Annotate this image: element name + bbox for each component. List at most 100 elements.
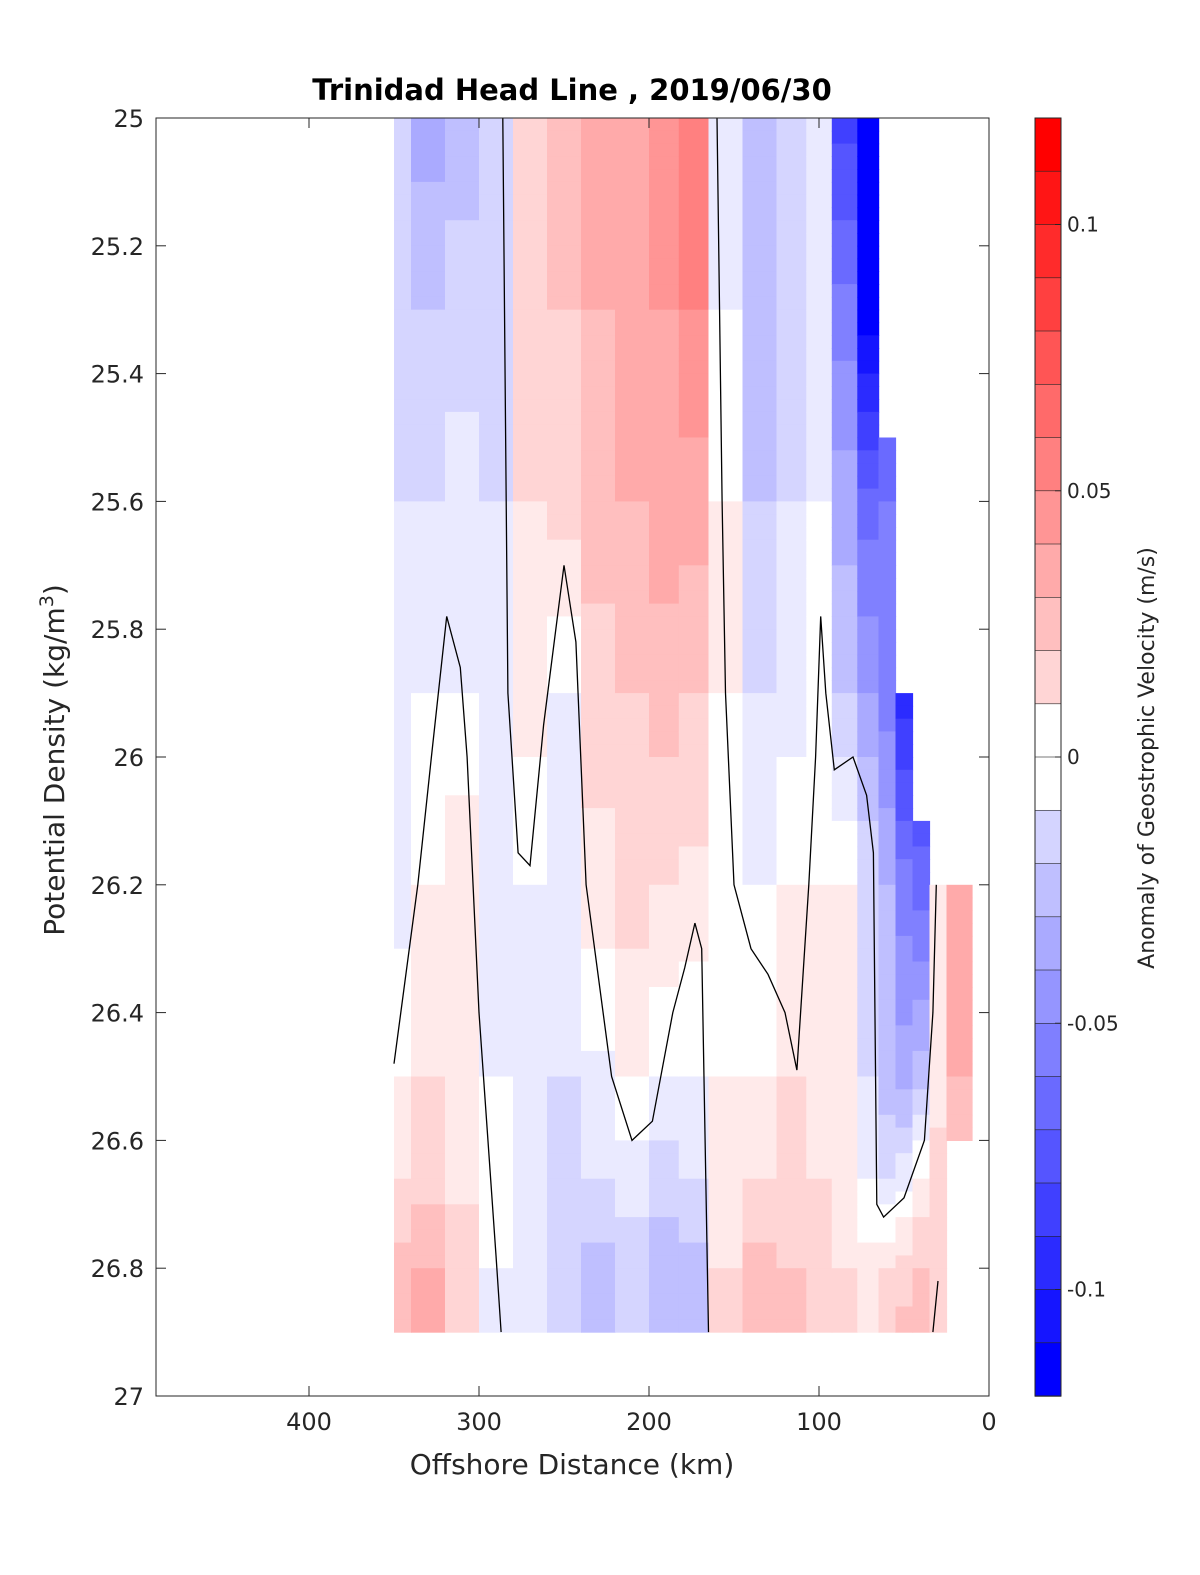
contour-cell [581, 194, 616, 209]
contour-cell [547, 335, 582, 349]
contour-cell [649, 1191, 680, 1205]
contour-cell [649, 169, 680, 183]
contour-cell [547, 846, 582, 860]
contour-cell [708, 859, 744, 873]
contour-cell [394, 1127, 412, 1141]
contour-cell [742, 935, 778, 950]
contour-cell [708, 1229, 744, 1244]
contour-cell [445, 718, 480, 733]
contour-cell [513, 987, 548, 1001]
contour-cell [513, 181, 548, 196]
contour-cell [479, 872, 514, 886]
contour-cell [776, 501, 807, 515]
contour-cell [547, 769, 582, 784]
contour-cell [708, 207, 744, 221]
contour-cell [479, 731, 514, 745]
contour-cell [708, 450, 744, 464]
contour-cell [615, 539, 650, 554]
contour-cell [708, 642, 744, 656]
contour-cell [912, 1166, 931, 1180]
contour-cell [513, 1204, 548, 1218]
contour-cell [394, 514, 412, 528]
contour-cell [411, 271, 446, 285]
contour-cell [857, 731, 880, 745]
colorbar-swatch [1034, 1289, 1062, 1344]
contour-cell [708, 296, 744, 311]
contour-cell [445, 284, 480, 298]
contour-cell [831, 1319, 858, 1333]
contour-cell [678, 220, 710, 234]
contour-cell [806, 475, 833, 490]
contour-cell [445, 1025, 480, 1039]
contour-cell [878, 1063, 897, 1078]
contour-cell [445, 539, 480, 554]
contour-cell [806, 1242, 833, 1256]
contour-cell [678, 1166, 710, 1180]
contour-cell [615, 335, 650, 349]
contour-cell [411, 629, 446, 643]
contour-cell [912, 1063, 931, 1078]
contour-cell [479, 987, 514, 1001]
contour-cell [581, 156, 616, 170]
contour-cell [878, 527, 897, 541]
contour-cell [857, 1293, 880, 1308]
contour-cell [678, 118, 710, 132]
contour-cell [806, 910, 833, 924]
contour-cell [581, 1191, 616, 1205]
contour-cell [394, 565, 412, 579]
contour-cell [708, 1204, 744, 1218]
contour-cell [895, 1242, 914, 1256]
contour-cell [513, 897, 548, 911]
contour-cell [581, 757, 616, 771]
contour-cell [776, 833, 807, 848]
contour-cell [615, 590, 650, 605]
contour-cell [742, 1191, 778, 1205]
contour-cell [831, 872, 858, 886]
contour-cell [547, 1114, 582, 1129]
contour-cell [649, 437, 680, 451]
contour-cell [394, 245, 412, 260]
contour-cell [912, 1293, 931, 1308]
contour-cell [581, 309, 616, 324]
contour-cell [445, 424, 480, 439]
contour-cell [547, 463, 582, 477]
contour-cell [895, 1204, 914, 1218]
contour-cell [776, 399, 807, 413]
contour-cell [678, 705, 710, 720]
contour-cell [776, 335, 807, 349]
contour-cell [742, 603, 778, 617]
contour-cell [394, 1038, 412, 1052]
contour-cell [581, 705, 616, 720]
contour-cell [929, 1242, 948, 1256]
contour-cell [394, 539, 412, 554]
contour-cell [678, 1012, 710, 1026]
y-tick-label: 26.2 [91, 872, 144, 900]
contour-cell [411, 309, 446, 324]
contour-cell [929, 1038, 948, 1052]
contour-cell [857, 1050, 880, 1065]
contour-cell [806, 450, 833, 464]
contour-cell [895, 1140, 914, 1154]
contour-cell [806, 1255, 833, 1269]
contour-cell [615, 654, 650, 669]
contour-cell [806, 373, 833, 387]
contour-cell [831, 450, 858, 464]
contour-cell [776, 974, 807, 988]
contour-cell [581, 322, 616, 336]
contour-cell [857, 322, 880, 336]
contour-cell [547, 386, 582, 400]
contour-cell [776, 424, 807, 439]
contour-cell [411, 552, 446, 566]
contour-cell [895, 1076, 914, 1090]
contour-cell [806, 360, 833, 375]
contour-cell [708, 884, 744, 899]
contour-cell [678, 539, 710, 554]
contour-cell [479, 1166, 514, 1180]
contour-cell [394, 1114, 412, 1129]
contour-cell [895, 1255, 914, 1269]
contour-cell [547, 552, 582, 566]
contour-cell [831, 527, 858, 541]
contour-cell [445, 1166, 480, 1180]
contour-cell [411, 808, 446, 822]
contour-cell [649, 245, 680, 260]
